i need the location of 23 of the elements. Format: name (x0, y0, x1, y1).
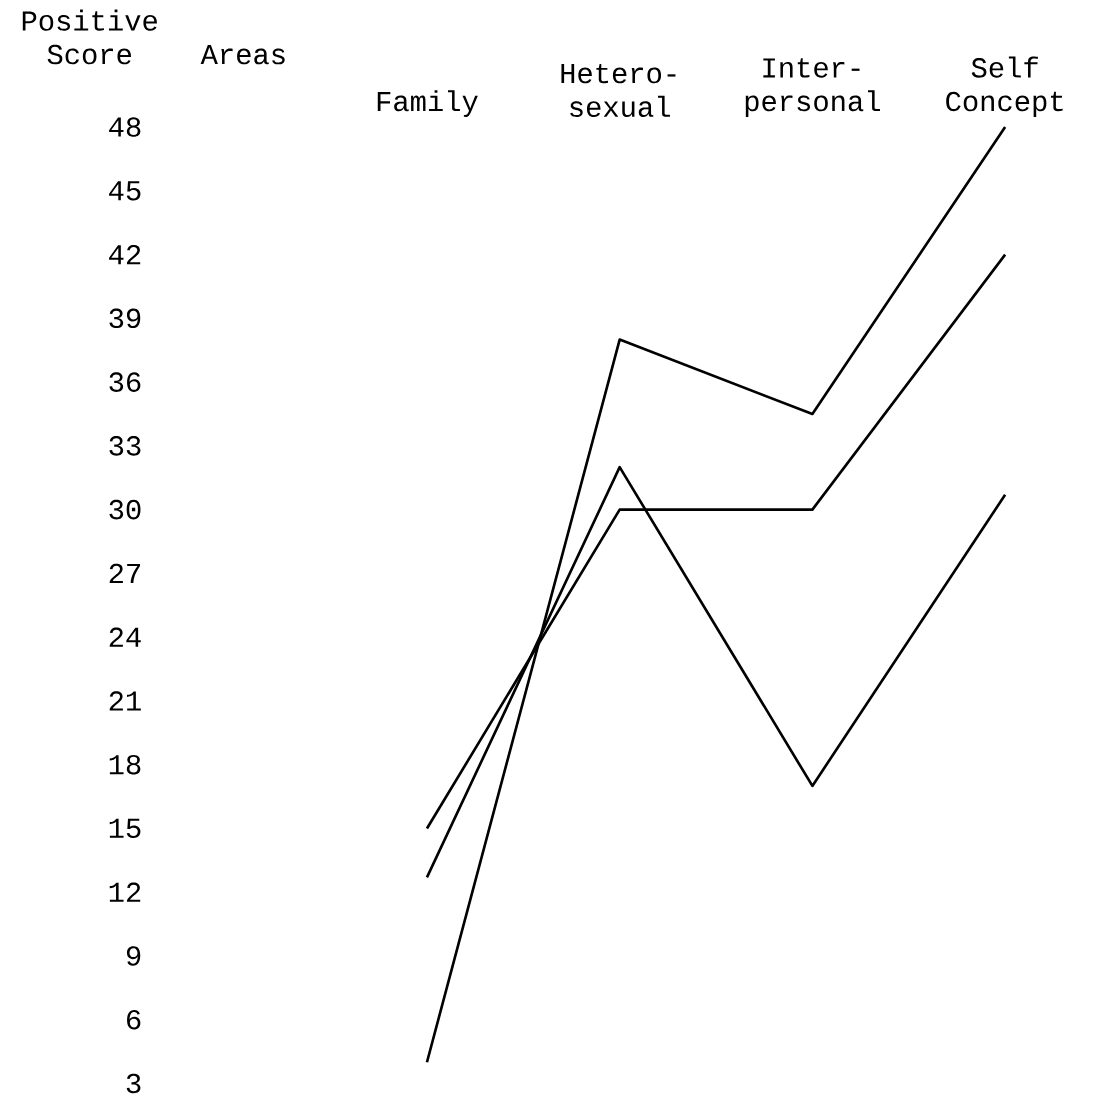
x-tick-label: Family (377, 90, 478, 117)
y-tick-label: 18 (109, 754, 141, 775)
y-tick-label: 30 (109, 499, 141, 520)
x-tick-label: Hetero-sexual (561, 63, 676, 117)
y-tick-label: 24 (109, 627, 141, 647)
y-tick-label: 33 (109, 436, 141, 456)
y-tick-label: 12 (109, 882, 141, 902)
y-tick-label: 36 (109, 372, 141, 392)
y-axis-title: Positive Score (22, 9, 157, 65)
y-tick-label: 6 (127, 1009, 141, 1030)
y-tick-label: 9 (126, 946, 141, 966)
x-tick-label: Self Concept (946, 56, 1063, 117)
y-tick-label: 15 (109, 818, 141, 839)
y-tick-label: 27 (109, 563, 140, 584)
y-tick-label: 21 (109, 691, 141, 711)
y-tick-label: 39 (109, 308, 141, 329)
y-tick-label: 42 (109, 244, 141, 265)
x-axis-title: Areas (200, 45, 285, 65)
y-tick-label: 3 (126, 1073, 141, 1094)
y-tick-label: 48 (109, 117, 141, 137)
y-tick-label: 45 (109, 181, 141, 201)
x-tick-label: Inter-personal (745, 58, 880, 117)
line-series (425, 125, 1007, 1064)
